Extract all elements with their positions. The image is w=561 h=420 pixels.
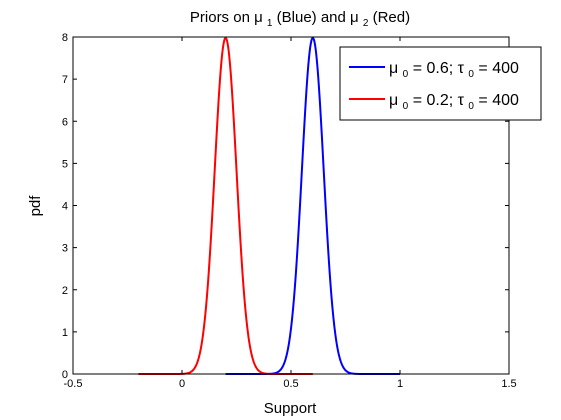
legend-blue-mid: = 0.6; (413, 60, 458, 77)
y-tick-label: 1 (62, 327, 68, 339)
x-tick-label: -0.5 (64, 378, 83, 390)
legend-red-mid: = 0.2; (413, 92, 458, 109)
legend-red-sym: μ (389, 92, 398, 109)
title-sym2: μ (350, 9, 359, 26)
legend-red-tail: = 400 (478, 92, 519, 109)
y-tick-label: 6 (62, 116, 68, 128)
x-axis-title: Support (264, 400, 317, 417)
title-prefix: Priors on (190, 9, 254, 26)
y-tick-label: 3 (62, 243, 68, 255)
legend-blue-sym: μ (389, 60, 398, 77)
x-tick-label: 0 (179, 378, 185, 390)
y-tick-label: 7 (62, 74, 68, 86)
chart-title: Priors on μ 1 (Blue) and μ 2 (Red) (190, 9, 410, 30)
x-ticks: -0.5 0 0.5 1 1.5 (64, 37, 517, 390)
title-sub2: 2 (363, 18, 369, 29)
legend-red-sym2: τ (458, 92, 465, 109)
x-tick-label: 0.5 (283, 378, 298, 390)
y-tick-label: 2 (62, 285, 68, 297)
legend-label-blue: μ 0 = 0.6; τ 0 = 400 (389, 60, 519, 81)
legend-red-sub2: 0 (468, 101, 474, 112)
legend-red-sub: 0 (403, 101, 409, 112)
y-ticks: 0 1 2 3 4 5 6 7 8 (62, 32, 509, 381)
y-tick-label: 4 (62, 201, 68, 213)
legend-box (339, 46, 542, 121)
x-tick-label: 1.5 (501, 378, 516, 390)
y-tick-label: 5 (62, 158, 68, 170)
title-sub1: 1 (267, 18, 273, 29)
legend: μ 0 = 0.6; τ 0 = 400 μ 0 = 0.2; τ 0 = 40… (339, 46, 542, 121)
title-mid: (Blue) and (277, 9, 350, 26)
legend-blue-sub: 0 (403, 69, 409, 80)
x-tick-label: 1 (397, 378, 403, 390)
legend-blue-tail: = 400 (478, 60, 519, 77)
legend-blue-sym2: τ (458, 60, 465, 77)
y-tick-label: 0 (62, 369, 68, 381)
legend-label-red: μ 0 = 0.2; τ 0 = 400 (389, 92, 519, 113)
title-suffix: (Red) (373, 9, 411, 26)
legend-blue-sub2: 0 (468, 69, 474, 80)
title-sym1: μ (254, 9, 263, 26)
y-tick-label: 8 (62, 32, 68, 44)
y-axis-title: pdf (27, 195, 44, 217)
